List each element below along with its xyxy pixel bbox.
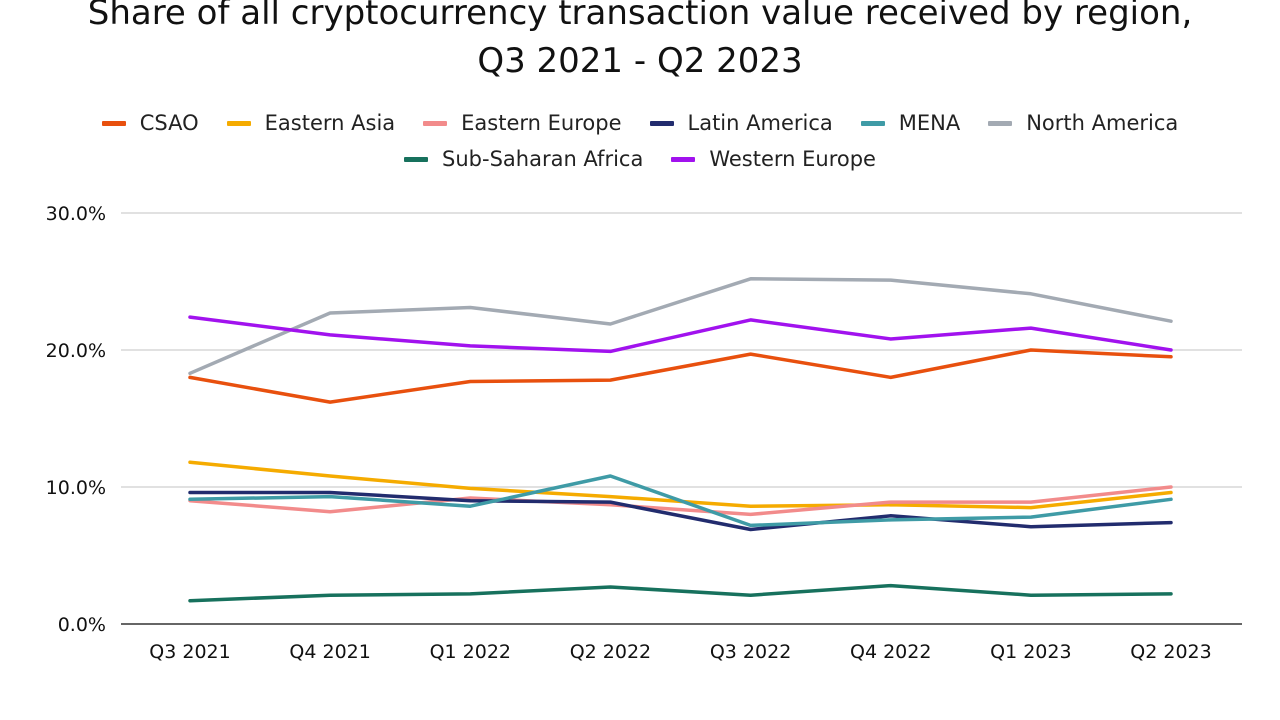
legend-swatch-western-europe <box>671 156 696 162</box>
legend-swatch-eastern-asia <box>226 120 251 126</box>
legend-item-latin-america: Latin America <box>649 111 833 135</box>
series-line-csao <box>188 348 1173 404</box>
legend-swatch-eastern-europe <box>423 120 448 126</box>
x-tick-label: Q3 2022 <box>710 641 791 663</box>
x-tick-label: Q4 2021 <box>289 641 370 663</box>
y-tick-label: 0.0% <box>58 614 106 636</box>
legend-label-western-europe: Western Europe <box>709 147 876 171</box>
x-tick-label: Q1 2023 <box>990 641 1071 663</box>
chart-title-line-1: Share of all cryptocurrency transaction … <box>87 0 1193 33</box>
chart-title-line-2: Q3 2021 - Q2 2023 <box>477 41 803 81</box>
x-tick-label: Q4 2022 <box>850 641 931 663</box>
series-line-north-america <box>188 277 1173 376</box>
legend-item-north-america: North America <box>988 111 1178 135</box>
legend-item-eastern-europe: Eastern Europe <box>423 111 622 135</box>
legend-swatch-mena <box>860 120 885 126</box>
x-tick-label: Q3 2021 <box>149 641 230 663</box>
legend-item-csao: CSAO <box>101 111 199 135</box>
legend-label-eastern-europe: Eastern Europe <box>461 111 622 135</box>
legend-row-2: Sub-Saharan Africa Western Europe <box>0 147 1280 171</box>
series-line-eastern-europe <box>188 485 1173 517</box>
legend-item-sub-saharan-africa: Sub-Saharan Africa <box>404 147 643 171</box>
y-tick-label: 10.0% <box>46 477 106 499</box>
legend-label-latin-america: Latin America <box>687 111 833 135</box>
y-tick-label: 20.0% <box>46 340 106 362</box>
legend-swatch-csao <box>101 120 126 126</box>
legend-label-north-america: North America <box>1026 111 1179 135</box>
series-line-mena <box>188 474 1173 528</box>
series-line-latin-america <box>188 490 1173 532</box>
legend-label-eastern-asia: Eastern Asia <box>264 111 396 135</box>
legend-label-mena: MENA <box>898 111 961 135</box>
y-tick-label: 30.0% <box>46 203 106 225</box>
legend-label-sub-saharan-africa: Sub-Saharan Africa <box>442 147 644 171</box>
legend-row-1: CSAO Eastern Asia Eastern Europe Latin A… <box>0 111 1280 135</box>
legend-item-western-europe: Western Europe <box>671 147 876 171</box>
legend-label-csao: CSAO <box>139 111 199 135</box>
legend-item-mena: MENA <box>860 111 961 135</box>
legend-item-eastern-asia: Eastern Asia <box>226 111 396 135</box>
series-line-sub-saharan-africa <box>188 583 1173 603</box>
x-tick-label: Q2 2023 <box>1130 641 1211 663</box>
x-tick-label: Q2 2022 <box>570 641 651 663</box>
x-tick-label: Q1 2022 <box>430 641 511 663</box>
series-line-western-europe <box>188 315 1173 354</box>
legend-swatch-latin-america <box>649 120 674 126</box>
legend-swatch-sub-saharan-africa <box>404 156 429 162</box>
legend-swatch-north-america <box>988 120 1013 126</box>
